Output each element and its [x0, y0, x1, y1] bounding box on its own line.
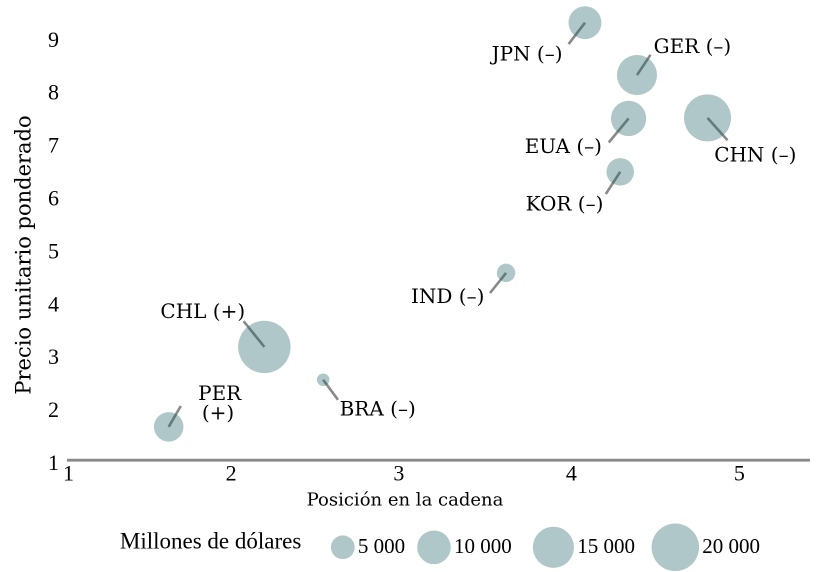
- legend-title: Millones de dólares: [120, 529, 301, 554]
- x-tick-label-2: 2: [226, 461, 237, 486]
- legend-bubble-10000: [417, 530, 451, 565]
- point-label-CHL: CHL (+): [160, 299, 245, 323]
- bubble-JPN: [568, 6, 602, 40]
- point-label-EUA: EUA (–): [525, 134, 602, 158]
- legend-bubble-20000: [651, 523, 700, 572]
- y-tick-label-7: 7: [48, 133, 59, 158]
- y-axis-title: Precio unitario ponderado: [12, 115, 36, 394]
- bubble-GER: [616, 55, 658, 96]
- y-tick-label-5: 5: [48, 238, 59, 263]
- point-label-PER-line1: PER: [198, 381, 242, 405]
- y-tick-labels: 1 2 3 4 5 6 7 8 9: [48, 27, 59, 475]
- bubble-CHN: [683, 94, 732, 142]
- legend-value-label-20000: 20 000: [702, 534, 760, 558]
- leader-line-IND: [488, 272, 508, 294]
- x-tick-labels: 1 2 3 4 5: [63, 461, 745, 486]
- bubble-KOR: [606, 158, 634, 186]
- x-tick-label-5: 5: [734, 461, 745, 486]
- leader-line-BRA: [322, 378, 340, 401]
- y-tick-label-9: 9: [48, 27, 59, 52]
- point-label-CHN: CHN (–): [714, 142, 796, 166]
- y-tick-label-8: 8: [48, 80, 59, 105]
- point-label-BRA: BRA (–): [340, 397, 416, 421]
- bubbles: [153, 6, 732, 442]
- size-legend: 5 000 10 000 15 000 20 000: [330, 523, 760, 572]
- leader-line-KOR: [604, 171, 622, 195]
- leader-line-EUA: [607, 117, 630, 144]
- point-labels: JPN (–) GER (–) EUA (–) CHN (–) KOR (–) IND (…: [160, 34, 796, 425]
- x-tick-label-1: 1: [63, 461, 74, 486]
- y-tick-label-2: 2: [48, 397, 59, 422]
- x-tick-label-3: 3: [393, 461, 404, 486]
- legend-value-label-5000: 5 000: [358, 534, 405, 558]
- leader-line-GER: [635, 54, 652, 76]
- point-label-IND: IND (–): [411, 284, 484, 308]
- legend-value-label-10000: 10 000: [454, 534, 512, 558]
- bubble-IND: [496, 263, 516, 283]
- bubble-BRA: [316, 373, 330, 387]
- point-label-GER: GER (–): [654, 34, 732, 58]
- legend-bubble-15000: [532, 526, 574, 568]
- y-tick-label-3: 3: [48, 344, 59, 369]
- x-tick-label-4: 4: [566, 461, 577, 486]
- point-label-PER-line2: (+): [202, 401, 234, 425]
- y-tick-label-4: 4: [48, 291, 59, 316]
- y-tick-label-6: 6: [48, 186, 59, 211]
- leader-line-CHN: [706, 117, 729, 142]
- y-tick-label-1: 1: [48, 450, 59, 475]
- x-axis-title: Posición en la cadena: [307, 490, 504, 511]
- legend-bubble-5000: [330, 535, 355, 560]
- legend-value-label-15000: 15 000: [577, 534, 635, 558]
- leader-lines: [167, 21, 729, 428]
- leader-line-PER: [167, 405, 182, 428]
- point-label-JPN: JPN (–): [490, 42, 563, 66]
- leader-line-JPN: [567, 21, 587, 45]
- bubble-PER: [153, 412, 184, 442]
- bubble-EUA: [610, 100, 647, 137]
- leader-line-CHL: [242, 320, 266, 348]
- point-label-KOR: KOR (–): [526, 192, 604, 216]
- bubble-CHL: [238, 320, 291, 374]
